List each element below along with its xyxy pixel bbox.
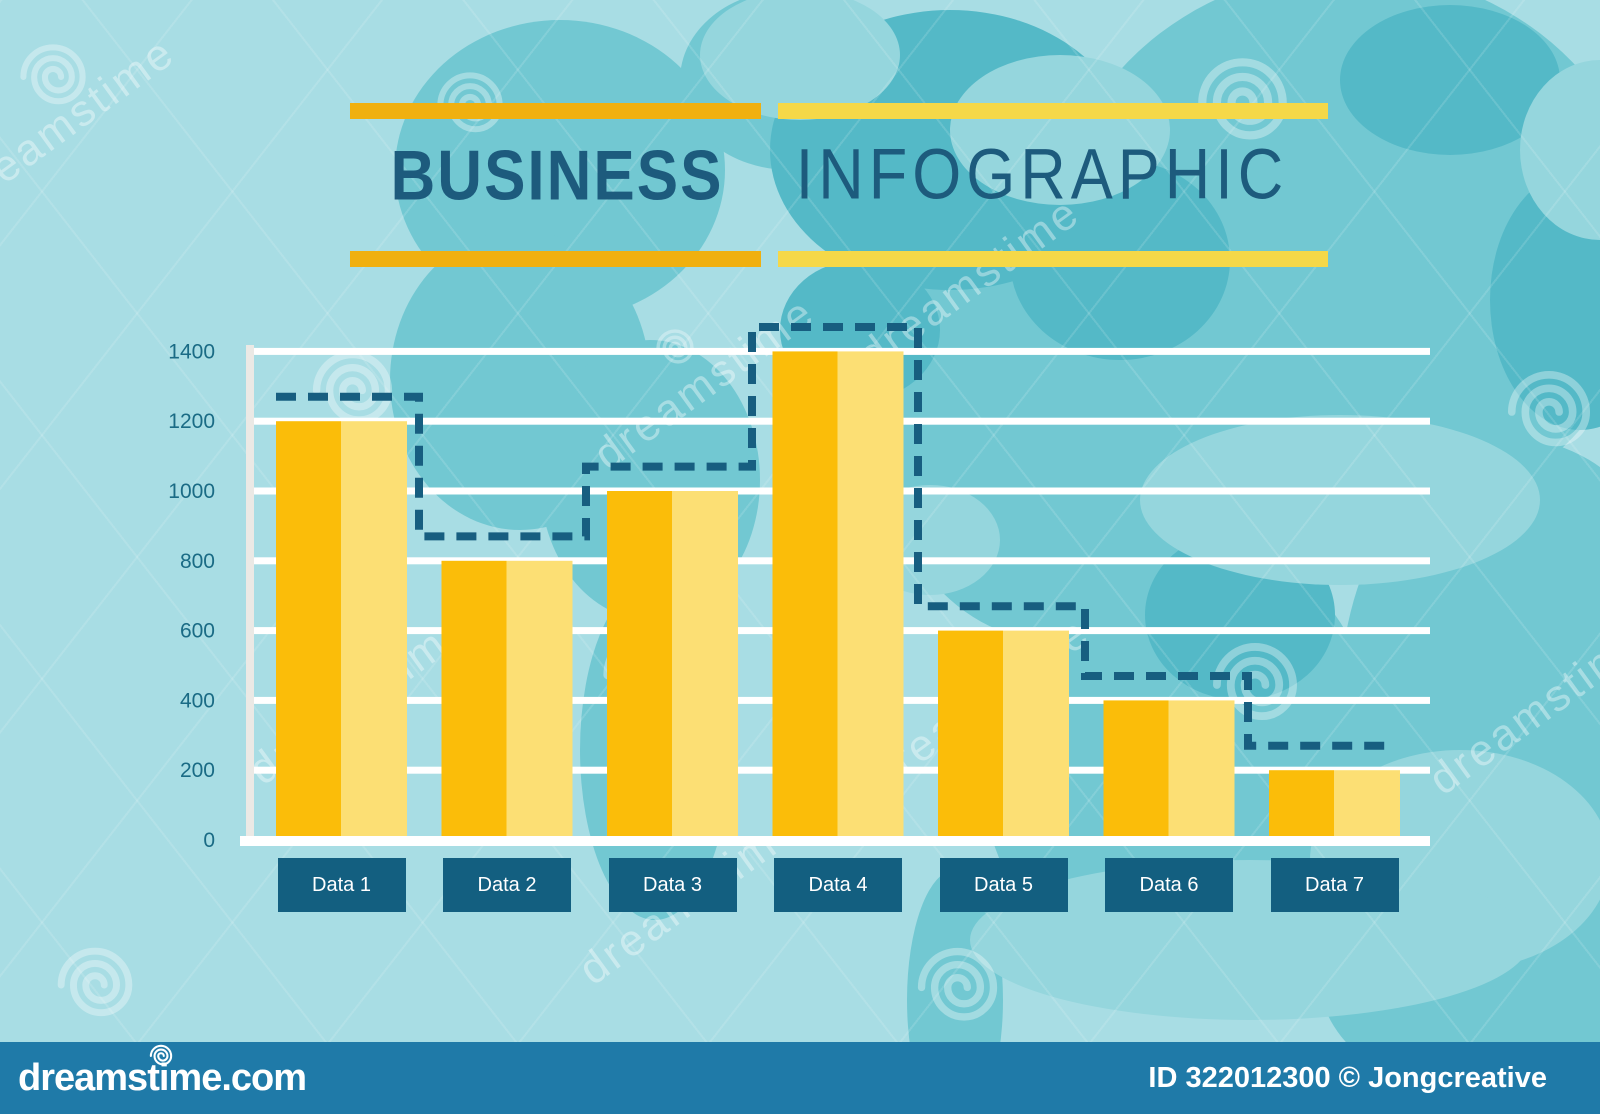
- y-axis-line: [246, 345, 254, 846]
- bar-dark-half: [1103, 700, 1169, 840]
- y-axis-tick: 200: [180, 759, 215, 782]
- dreamstime-logo: dreamstime.com: [18, 1042, 307, 1114]
- title-business: BUSINESS: [390, 136, 724, 216]
- accent-line-bottom-left: [350, 251, 761, 267]
- bar-5: [938, 630, 1069, 840]
- bar-light-half: [506, 560, 573, 840]
- category-label-box: Data 1: [277, 858, 406, 912]
- bar-1: [276, 421, 407, 840]
- bar-7: [1269, 770, 1400, 840]
- bar-dark-half: [938, 630, 1003, 840]
- category-label-box: Data 2: [443, 858, 571, 912]
- category-label-box: Data 4: [774, 858, 902, 912]
- bar-dark-half: [607, 491, 672, 840]
- y-axis-tick: 800: [180, 550, 215, 573]
- y-axis-tick: 1400: [168, 340, 215, 363]
- bar-light-half: [1168, 700, 1235, 840]
- bar-dark-half: [1269, 770, 1334, 840]
- y-axis-tick: 400: [180, 689, 215, 712]
- bar-4: [772, 351, 904, 840]
- accent-line-top-right: [778, 103, 1328, 119]
- category-label-box: Data 7: [1270, 858, 1399, 912]
- title-infographic: INFOGRAPHIC: [795, 134, 1289, 215]
- bar-dark-half: [772, 351, 838, 840]
- bar-light-half: [672, 491, 738, 840]
- accent-line-top-left: [350, 103, 761, 119]
- bar-dark-half: [441, 560, 507, 840]
- bar-3: [607, 491, 738, 840]
- bar-6: [1103, 700, 1235, 840]
- y-axis-tick: 1200: [168, 410, 215, 433]
- bar-light-half: [837, 351, 904, 840]
- y-axis-tick: 0: [203, 829, 215, 852]
- x-axis-baseline: [240, 836, 1430, 846]
- bar-light-half: [1334, 770, 1400, 840]
- image-credit: ID 322012300 © Jongcreative: [1148, 1061, 1547, 1094]
- bar-2: [441, 560, 573, 840]
- bar-light-half: [1003, 630, 1069, 840]
- category-label-box: Data 5: [939, 858, 1068, 912]
- category-label-box: Data 6: [1105, 858, 1233, 912]
- dashed-step-line: [276, 323, 1390, 750]
- y-axis-tick: 1000: [168, 480, 215, 503]
- bar-dark-half: [276, 421, 341, 840]
- spiral-icon: [149, 1044, 173, 1068]
- category-label-box: Data 3: [608, 858, 737, 912]
- bar-light-half: [341, 421, 407, 840]
- watermark-footer-bar: dreamstime.com ID 322012300 © Jongcreati…: [0, 1042, 1600, 1114]
- accent-line-bottom-right: [778, 251, 1328, 267]
- y-axis-tick: 600: [180, 620, 215, 643]
